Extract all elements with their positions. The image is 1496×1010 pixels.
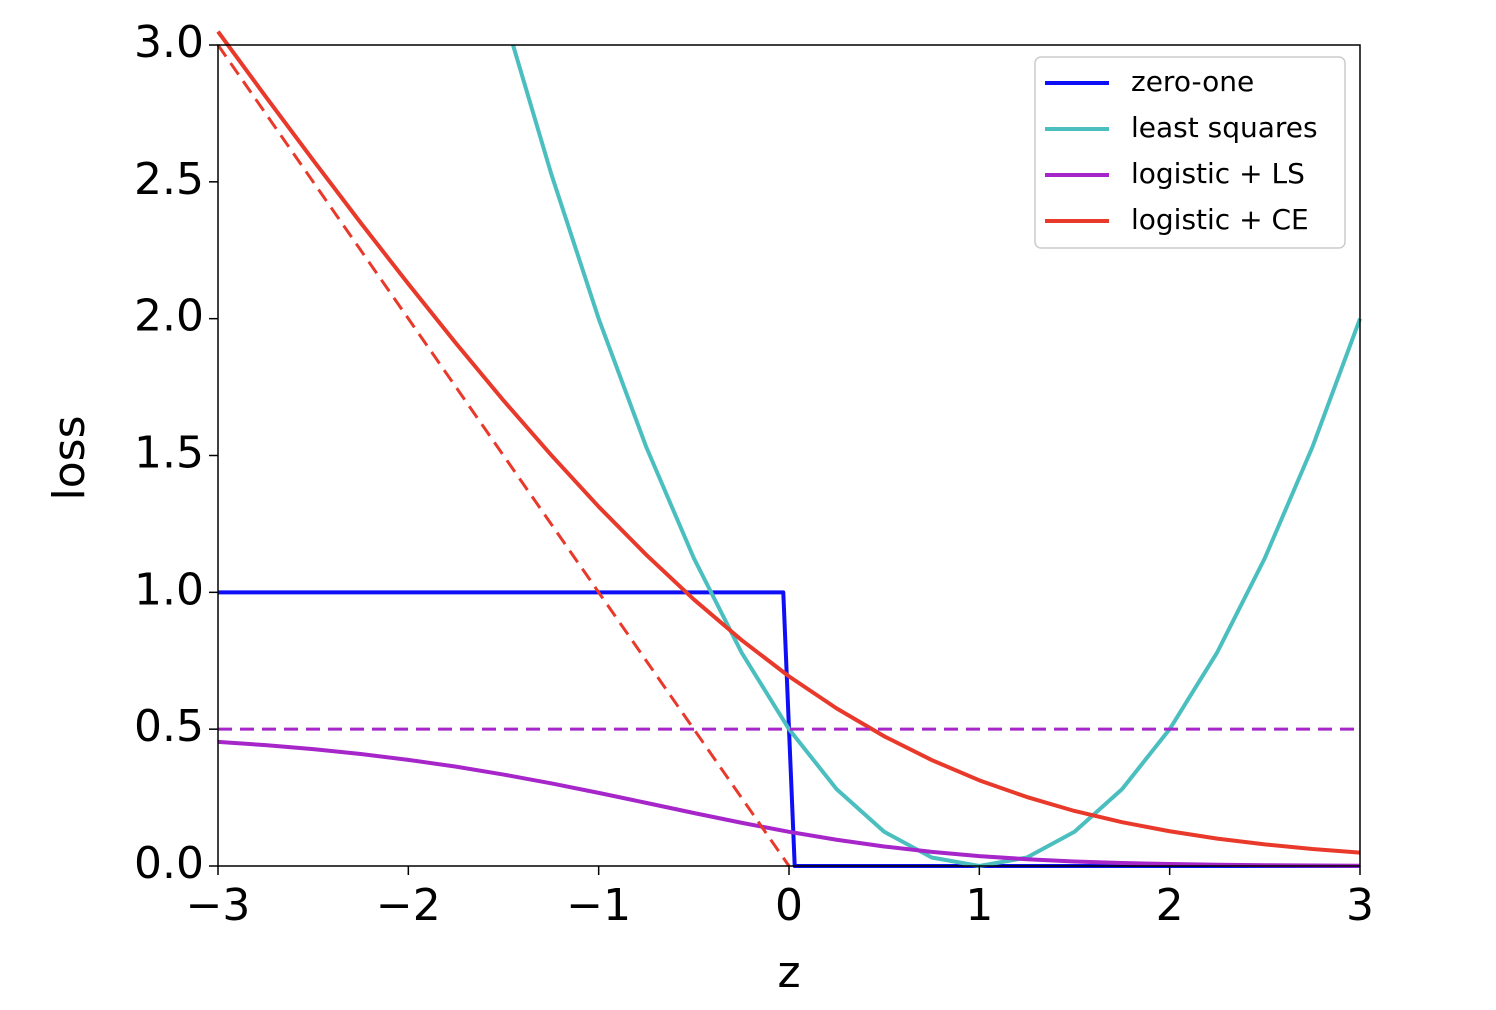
- y-tick-label: 1.5: [134, 428, 204, 479]
- x-axis-label: z: [777, 947, 800, 998]
- dashed-line: [216, 44, 791, 867]
- y-tick-label: 1.0: [134, 564, 204, 615]
- x-tick-label: 1: [965, 880, 993, 931]
- line: [217, 739, 1361, 868]
- legend-label: zero-one: [1131, 65, 1254, 98]
- legend-label: least squares: [1131, 111, 1318, 144]
- line: [216, 30, 1361, 855]
- legend-label: logistic + CE: [1131, 203, 1309, 236]
- legend-label: logistic + LS: [1131, 157, 1305, 190]
- y-tick-label: 2.5: [134, 154, 204, 205]
- y-tick-label: 0.5: [134, 701, 204, 752]
- y-tick-label: 0.0: [134, 838, 204, 889]
- line: [511, 44, 1362, 868]
- legend-box: [1034, 56, 1346, 249]
- y-tick-label: 2.0: [134, 291, 204, 342]
- y-axis-label: loss: [44, 416, 95, 501]
- x-tick-label: −1: [566, 880, 631, 931]
- x-tick-label: 0: [775, 880, 803, 931]
- x-tick-label: −2: [376, 880, 441, 931]
- x-tick-label: 3: [1346, 880, 1374, 931]
- x-tick-label: −3: [186, 880, 251, 931]
- y-tick-label: 3.0: [134, 17, 204, 68]
- x-tick-label: 2: [1156, 880, 1184, 931]
